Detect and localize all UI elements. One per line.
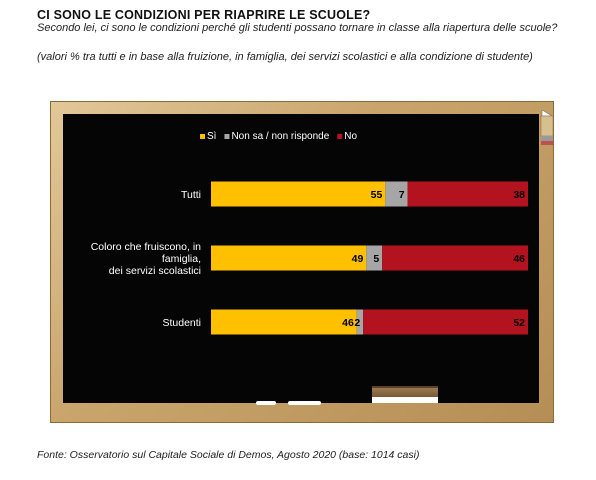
question-text: Secondo lei, ci sono le condizioni perch… xyxy=(37,22,558,34)
data-label: 46 xyxy=(342,317,354,329)
bar-segment xyxy=(356,309,364,335)
eraser-handle xyxy=(372,386,438,399)
data-label: 52 xyxy=(513,317,525,329)
eraser-felt xyxy=(372,397,438,403)
category-label: dei servizi scolastici xyxy=(109,265,201,277)
legend-label: No xyxy=(344,131,357,142)
data-label: 38 xyxy=(513,189,525,201)
category-label: Studenti xyxy=(162,317,201,329)
data-label: 5 xyxy=(373,253,379,265)
bar-segment xyxy=(211,245,367,271)
legend-label: Sì xyxy=(207,131,217,142)
bar-segment xyxy=(363,309,528,335)
data-label: 46 xyxy=(513,253,525,265)
legend-swatch xyxy=(200,134,205,139)
chalk-piece xyxy=(256,401,276,405)
bar-segment xyxy=(211,181,386,207)
page-title: CI SONO LE CONDIZIONI PER RIAPRIRE LE SC… xyxy=(37,8,371,22)
chalk-piece xyxy=(288,401,321,405)
bar-segment xyxy=(211,309,357,335)
data-label: 2 xyxy=(354,317,360,329)
legend-label: Non sa / non risponde xyxy=(231,131,329,142)
data-label: 55 xyxy=(371,189,383,201)
legend-swatch xyxy=(337,134,343,139)
bar-segment xyxy=(385,181,408,207)
source-note: Fonte: Osservatorio sul Capitale Sociale… xyxy=(37,449,420,461)
pencil-icon xyxy=(540,110,554,145)
bar-segment xyxy=(382,245,528,271)
legend-swatch xyxy=(224,134,230,139)
category-label: famiglia, xyxy=(162,253,201,265)
bar-segment xyxy=(407,181,528,207)
category-label: Coloro che fruiscono, in xyxy=(91,241,201,253)
data-label: 49 xyxy=(352,253,364,265)
data-label: 7 xyxy=(399,189,405,201)
values-note: (valori % tra tutti e in base alla fruiz… xyxy=(37,51,533,63)
bar-segment xyxy=(366,245,383,271)
category-label: Tutti xyxy=(181,189,201,201)
